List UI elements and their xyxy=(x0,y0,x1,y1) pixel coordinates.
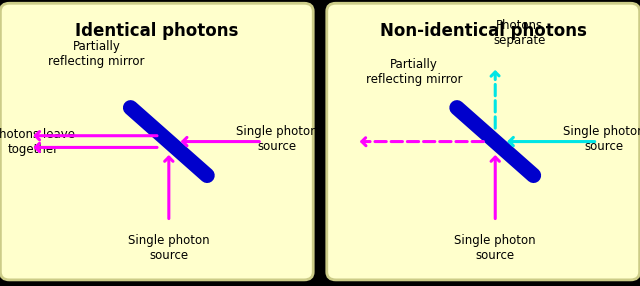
Text: Single photon
source: Single photon source xyxy=(128,234,210,262)
Text: Identical photons: Identical photons xyxy=(75,22,239,40)
FancyBboxPatch shape xyxy=(1,3,313,280)
FancyBboxPatch shape xyxy=(327,3,639,280)
Text: Partially
reflecting mirror: Partially reflecting mirror xyxy=(366,58,462,86)
Text: Partially
reflecting mirror: Partially reflecting mirror xyxy=(49,40,145,68)
Text: Single photon
source: Single photon source xyxy=(454,234,536,262)
Text: Photons
separate: Photons separate xyxy=(493,19,545,47)
Text: Non-identical photons: Non-identical photons xyxy=(380,22,587,40)
Text: Single photon
source: Single photon source xyxy=(563,125,640,153)
Text: Single photon
source: Single photon source xyxy=(236,125,318,153)
Text: Photons leave
together: Photons leave together xyxy=(0,128,75,156)
